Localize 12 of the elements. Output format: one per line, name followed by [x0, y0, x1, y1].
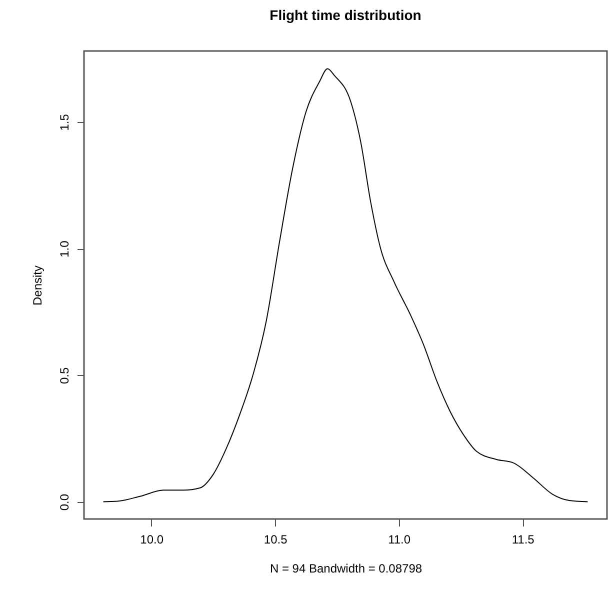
x-tick-label: 10.0	[140, 532, 164, 546]
x-tick-label: 11.5	[512, 532, 535, 546]
y-tick-label: 1.0	[58, 240, 72, 258]
x-axis-title: N = 94 Bandwidth = 0.08798	[270, 562, 422, 576]
y-tick-label: 1.5	[58, 114, 72, 131]
x-tick-label: 11.0	[388, 532, 411, 546]
x-tick-label: 10.5	[264, 532, 288, 546]
line-series	[102, 68, 588, 502]
chart-title: Flight time distribution	[270, 7, 422, 23]
y-tick-label: 0.5	[58, 366, 72, 384]
y-axis-title: Density	[30, 265, 44, 306]
y-tick-label: 0.0	[58, 494, 72, 511]
